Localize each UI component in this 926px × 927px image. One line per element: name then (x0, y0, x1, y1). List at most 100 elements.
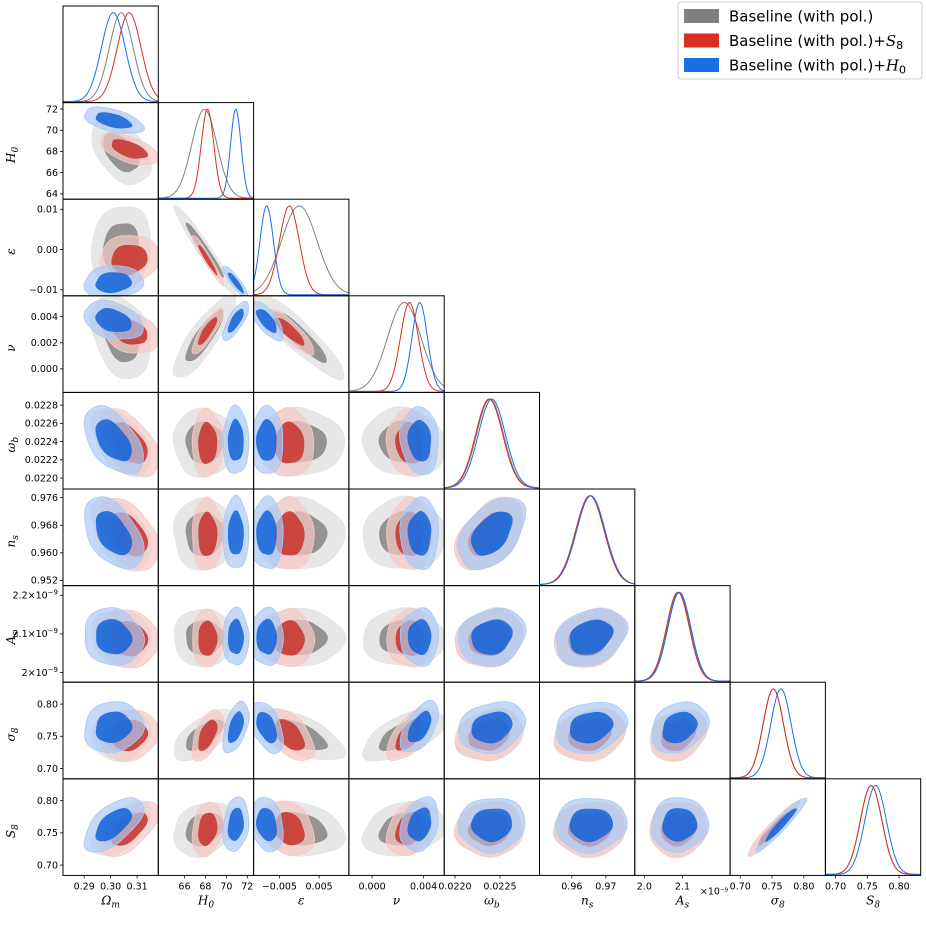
x-tick-label: 0.80 (889, 881, 910, 892)
y-axis-eps: −0.01 0.00 0.01 ε (4, 205, 63, 296)
contour-68-series-2 (471, 711, 513, 744)
contour-panel-wb-As (454, 606, 527, 668)
y-axis-label-H0: H0 (4, 147, 21, 164)
panel-frame (157, 102, 255, 200)
contour-68-series-2 (662, 711, 698, 744)
x-tick-label: 0.75 (857, 881, 878, 892)
contour-68-series-2 (407, 807, 432, 842)
y-tick-label: 68 (46, 147, 58, 158)
contour-panel-Om-wb (83, 405, 159, 478)
contour-68-series-1 (273, 317, 305, 346)
contour-68-series-2 (227, 272, 244, 294)
y-tick-label: 0.00 (37, 245, 58, 256)
contour-68-series-2 (255, 309, 277, 334)
y-axis-As: 2×10−9 2.1×10−9 2.2×10−9 As (4, 589, 63, 679)
y-tick-label: 0.0228 (25, 400, 58, 411)
contour-68-series-2 (227, 807, 244, 842)
x-axis-label-S8: S8 (866, 893, 880, 910)
marginal-line-series-2 (825, 785, 921, 875)
marginal-line-series-1 (158, 108, 254, 199)
y-tick-label: 66 (46, 168, 58, 179)
marginal-panel-s8 (730, 688, 826, 779)
x-tick-label: 0.000 (358, 881, 385, 892)
contour-68-series-2 (256, 618, 277, 655)
contour-panel-As-s8 (650, 701, 710, 762)
marginal-line-series-0 (825, 785, 921, 875)
contour-68-series-2 (765, 808, 797, 842)
y-tick-label: 0.70 (37, 764, 58, 775)
x-tick-label: 68 (199, 881, 211, 892)
y-tick-label: 0.75 (37, 828, 58, 839)
contour-68-series-2 (256, 510, 277, 555)
x-tick-label: 0.97 (595, 881, 616, 892)
contour-68-series-2 (227, 510, 244, 555)
y-tick-label: 0.952 (31, 576, 58, 587)
x-axis-s8: 0.70 0.75 0.80 σ8 (730, 875, 814, 910)
contour-68-series-2 (407, 419, 432, 462)
contour-68-series-2 (662, 808, 698, 842)
contour-panel-H0-eps (173, 205, 249, 296)
x-tick-label: 66 (178, 881, 190, 892)
marginal-line-series-2 (539, 495, 635, 585)
marginal-panel-S8 (825, 785, 921, 875)
y-tick-label: 0.0226 (25, 419, 58, 430)
x-tick-label: 0.80 (793, 881, 814, 892)
x-tick-label: 0.004 (410, 881, 437, 892)
y-tick-label: 0.0222 (25, 455, 58, 466)
y-tick-label: 0.80 (37, 796, 58, 807)
contour-68-series-2 (471, 808, 513, 843)
x-tick-label: 2.0 (637, 881, 652, 892)
y-tick-label: 0.004 (31, 312, 58, 323)
marginal-line-series-0 (348, 302, 445, 392)
contour-panel-s8-S8 (748, 797, 808, 857)
y-tick-label: 0.0220 (25, 473, 58, 484)
x-tick-label: 0.75 (761, 881, 782, 892)
contour-68-series-2 (407, 511, 432, 556)
contour-panel-Om-eps (83, 206, 159, 296)
y-axis-wb: 0.0220 0.0222 0.0224 0.0226 0.0228 ωb (4, 400, 63, 484)
contour-panel-ns-s8 (553, 701, 629, 762)
legend-label: Baseline (with pol.)+H0 (729, 57, 906, 77)
marginal-line-series-0 (730, 688, 826, 779)
marginal-line-series-1 (539, 495, 635, 585)
contour-panel-H0-S8 (173, 796, 250, 858)
marginal-line-series-0 (539, 495, 635, 585)
contour-68-series-1 (198, 620, 218, 656)
y-tick-label: 72 (46, 104, 58, 115)
panel-frame (253, 198, 350, 297)
contour-panel-ns-S8 (552, 798, 628, 859)
y-tick-label: 0.976 (31, 493, 58, 504)
panel-frame (824, 778, 922, 876)
contour-68-series-1 (198, 719, 218, 751)
contour-68-series-2 (227, 418, 244, 461)
panel-frame (348, 295, 445, 393)
legend-label: Baseline (with pol.) (729, 8, 873, 26)
x-axis-S8: 0.70 0.75 0.80 S8 (825, 875, 910, 910)
contour-68-series-2 (95, 419, 132, 462)
marginal-panel-wb (444, 398, 540, 489)
x-tick-label: 70 (220, 881, 232, 892)
legend-swatch (684, 33, 719, 48)
y-tick-label: 0.0224 (25, 437, 58, 448)
contour-panel-wb-ns (453, 496, 527, 571)
contour-68-series-2 (95, 808, 133, 842)
marginal-line-series-2 (158, 108, 254, 199)
y-axis-label-S8: S8 (4, 824, 21, 838)
x-axis-label-ns: ns (581, 893, 594, 910)
y-tick-label: 2.2×10−9 (13, 589, 59, 602)
contour-68-series-2 (256, 711, 277, 744)
marginal-line-series-0 (253, 205, 349, 294)
y-axis-nu: 0.000 0.002 0.004 ν (4, 312, 63, 375)
x-axis-label-Om: Ωm (100, 893, 120, 910)
contour-panel-ns-As (553, 607, 629, 668)
marginal-line-series-0 (63, 12, 159, 103)
marginal-line-series-1 (348, 301, 445, 392)
y-tick-label: 0.80 (37, 699, 58, 710)
contour-68-series-2 (569, 619, 614, 655)
x-axis-As: 2.0 2.1 ×10−9 As (637, 875, 729, 910)
y-tick-label: 0.968 (31, 521, 58, 532)
contour-panel-As-S8 (649, 797, 710, 859)
marginal-line-series-1 (730, 688, 826, 779)
contour-68-series-2 (569, 808, 614, 843)
